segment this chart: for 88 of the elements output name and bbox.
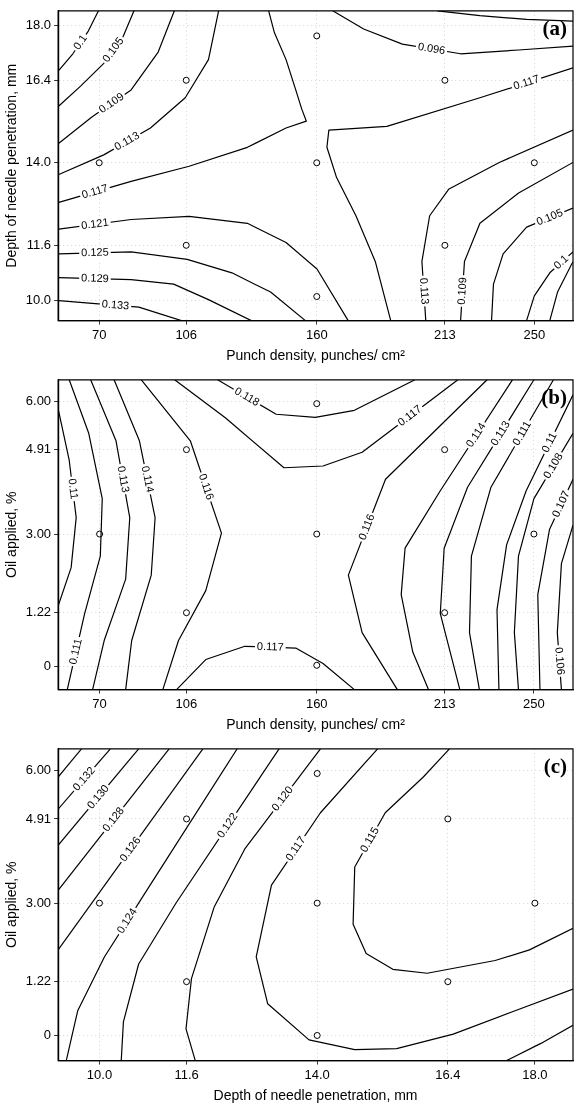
- y-tick-label: 3.00: [25, 894, 52, 910]
- text: 0.106: [553, 646, 568, 676]
- text: 0.1: [70, 32, 90, 52]
- point: [182, 76, 190, 84]
- y-tick-label: 1.22: [25, 604, 52, 620]
- y-axis-title: Oil applied, %: [3, 491, 20, 578]
- y-tick-label: 0: [43, 1027, 52, 1043]
- y-tick-label: 6.00: [25, 393, 52, 409]
- text: 0.105: [534, 205, 565, 228]
- point: [444, 815, 452, 823]
- annotation: (a): [542, 15, 567, 40]
- point: [313, 899, 321, 907]
- text: 0.111: [66, 637, 84, 666]
- point: [313, 400, 321, 408]
- text: 0.113: [417, 277, 432, 305]
- y-axis-title: Oil applied, %: [3, 861, 20, 948]
- x-tick-label: 160: [305, 326, 328, 342]
- point: [530, 530, 538, 538]
- point: [313, 159, 321, 167]
- text: 0.121: [80, 215, 110, 232]
- x-tick-label: 106: [175, 326, 198, 342]
- y-tick-label: 4.91: [25, 441, 52, 457]
- point: [441, 609, 449, 617]
- y-tick-label: 0: [43, 658, 52, 674]
- text: 0.115: [357, 824, 381, 854]
- x-tick-label: 16.4: [435, 1066, 461, 1082]
- point: [313, 32, 321, 40]
- x-tick-label: 250: [523, 326, 546, 342]
- y-tick-label: 10.0: [25, 291, 52, 307]
- text: 0.113: [115, 464, 133, 494]
- point: [444, 978, 452, 986]
- x-tick-label: 11.6: [174, 1066, 199, 1082]
- point: [313, 530, 321, 538]
- text: 0.116: [196, 472, 217, 502]
- text: 0.109: [454, 276, 469, 306]
- annotation: (c): [543, 753, 567, 778]
- point: [182, 241, 190, 249]
- point: [183, 815, 191, 823]
- x-tick-label: 10.0: [86, 1066, 113, 1082]
- x-tick-label: 70: [92, 695, 107, 711]
- text: 0.11: [66, 477, 81, 500]
- point: [530, 159, 538, 167]
- series-label: 0.117: [256, 639, 284, 653]
- y-tick-label: 4.91: [25, 810, 52, 826]
- point: [182, 446, 190, 454]
- series-label: 0.125: [81, 245, 109, 259]
- point: [441, 76, 449, 84]
- x-tick-label: 250: [523, 695, 545, 711]
- series-label: 0.133: [101, 297, 130, 312]
- y-tick-label: 3.00: [25, 525, 52, 541]
- text: 0.114: [139, 464, 157, 494]
- text: 0.107: [549, 488, 572, 519]
- x-tick-label: 14.0: [304, 1066, 330, 1082]
- point: [182, 609, 190, 617]
- point: [313, 1031, 321, 1039]
- text: 0.116: [355, 512, 377, 542]
- point: [183, 978, 191, 986]
- series-label: 0.129: [81, 271, 109, 285]
- point: [95, 899, 103, 907]
- y-tick-label: 11.6: [26, 236, 52, 252]
- x-tick-label: 70: [91, 326, 107, 342]
- y-tick-label: 16.4: [25, 71, 52, 87]
- x-tick-label: 106: [175, 695, 198, 711]
- y-tick-label: 14.0: [25, 154, 52, 170]
- y-tick-label: 1.22: [25, 973, 52, 989]
- point: [441, 241, 449, 249]
- text: 0.117: [511, 72, 541, 92]
- y-axis-title: Depth of needle penetration, mm: [3, 63, 20, 268]
- text: 0.113: [112, 128, 142, 153]
- point: [441, 446, 449, 454]
- point: [313, 770, 321, 777]
- y-tick-label: 6.00: [25, 762, 52, 778]
- point: [95, 159, 103, 167]
- y-tick-label: 18.0: [25, 16, 52, 32]
- annotation: (b): [541, 384, 567, 409]
- text: 0.1: [551, 252, 571, 272]
- x-axis-title: Punch density, punches/ cm²: [226, 347, 406, 364]
- x-axis-title: Depth of needle penetration, mm: [213, 1087, 418, 1104]
- point: [531, 899, 539, 907]
- text: 0.117: [80, 181, 110, 201]
- point: [313, 661, 321, 669]
- x-tick-label: 160: [305, 695, 328, 711]
- x-axis-title: Punch density, punches/ cm²: [226, 716, 406, 733]
- x-tick-label: 18.0: [522, 1066, 548, 1082]
- text: 0.096: [417, 39, 447, 57]
- x-tick-label: 213: [434, 326, 456, 342]
- x-tick-label: 213: [433, 695, 456, 711]
- point: [313, 293, 321, 301]
